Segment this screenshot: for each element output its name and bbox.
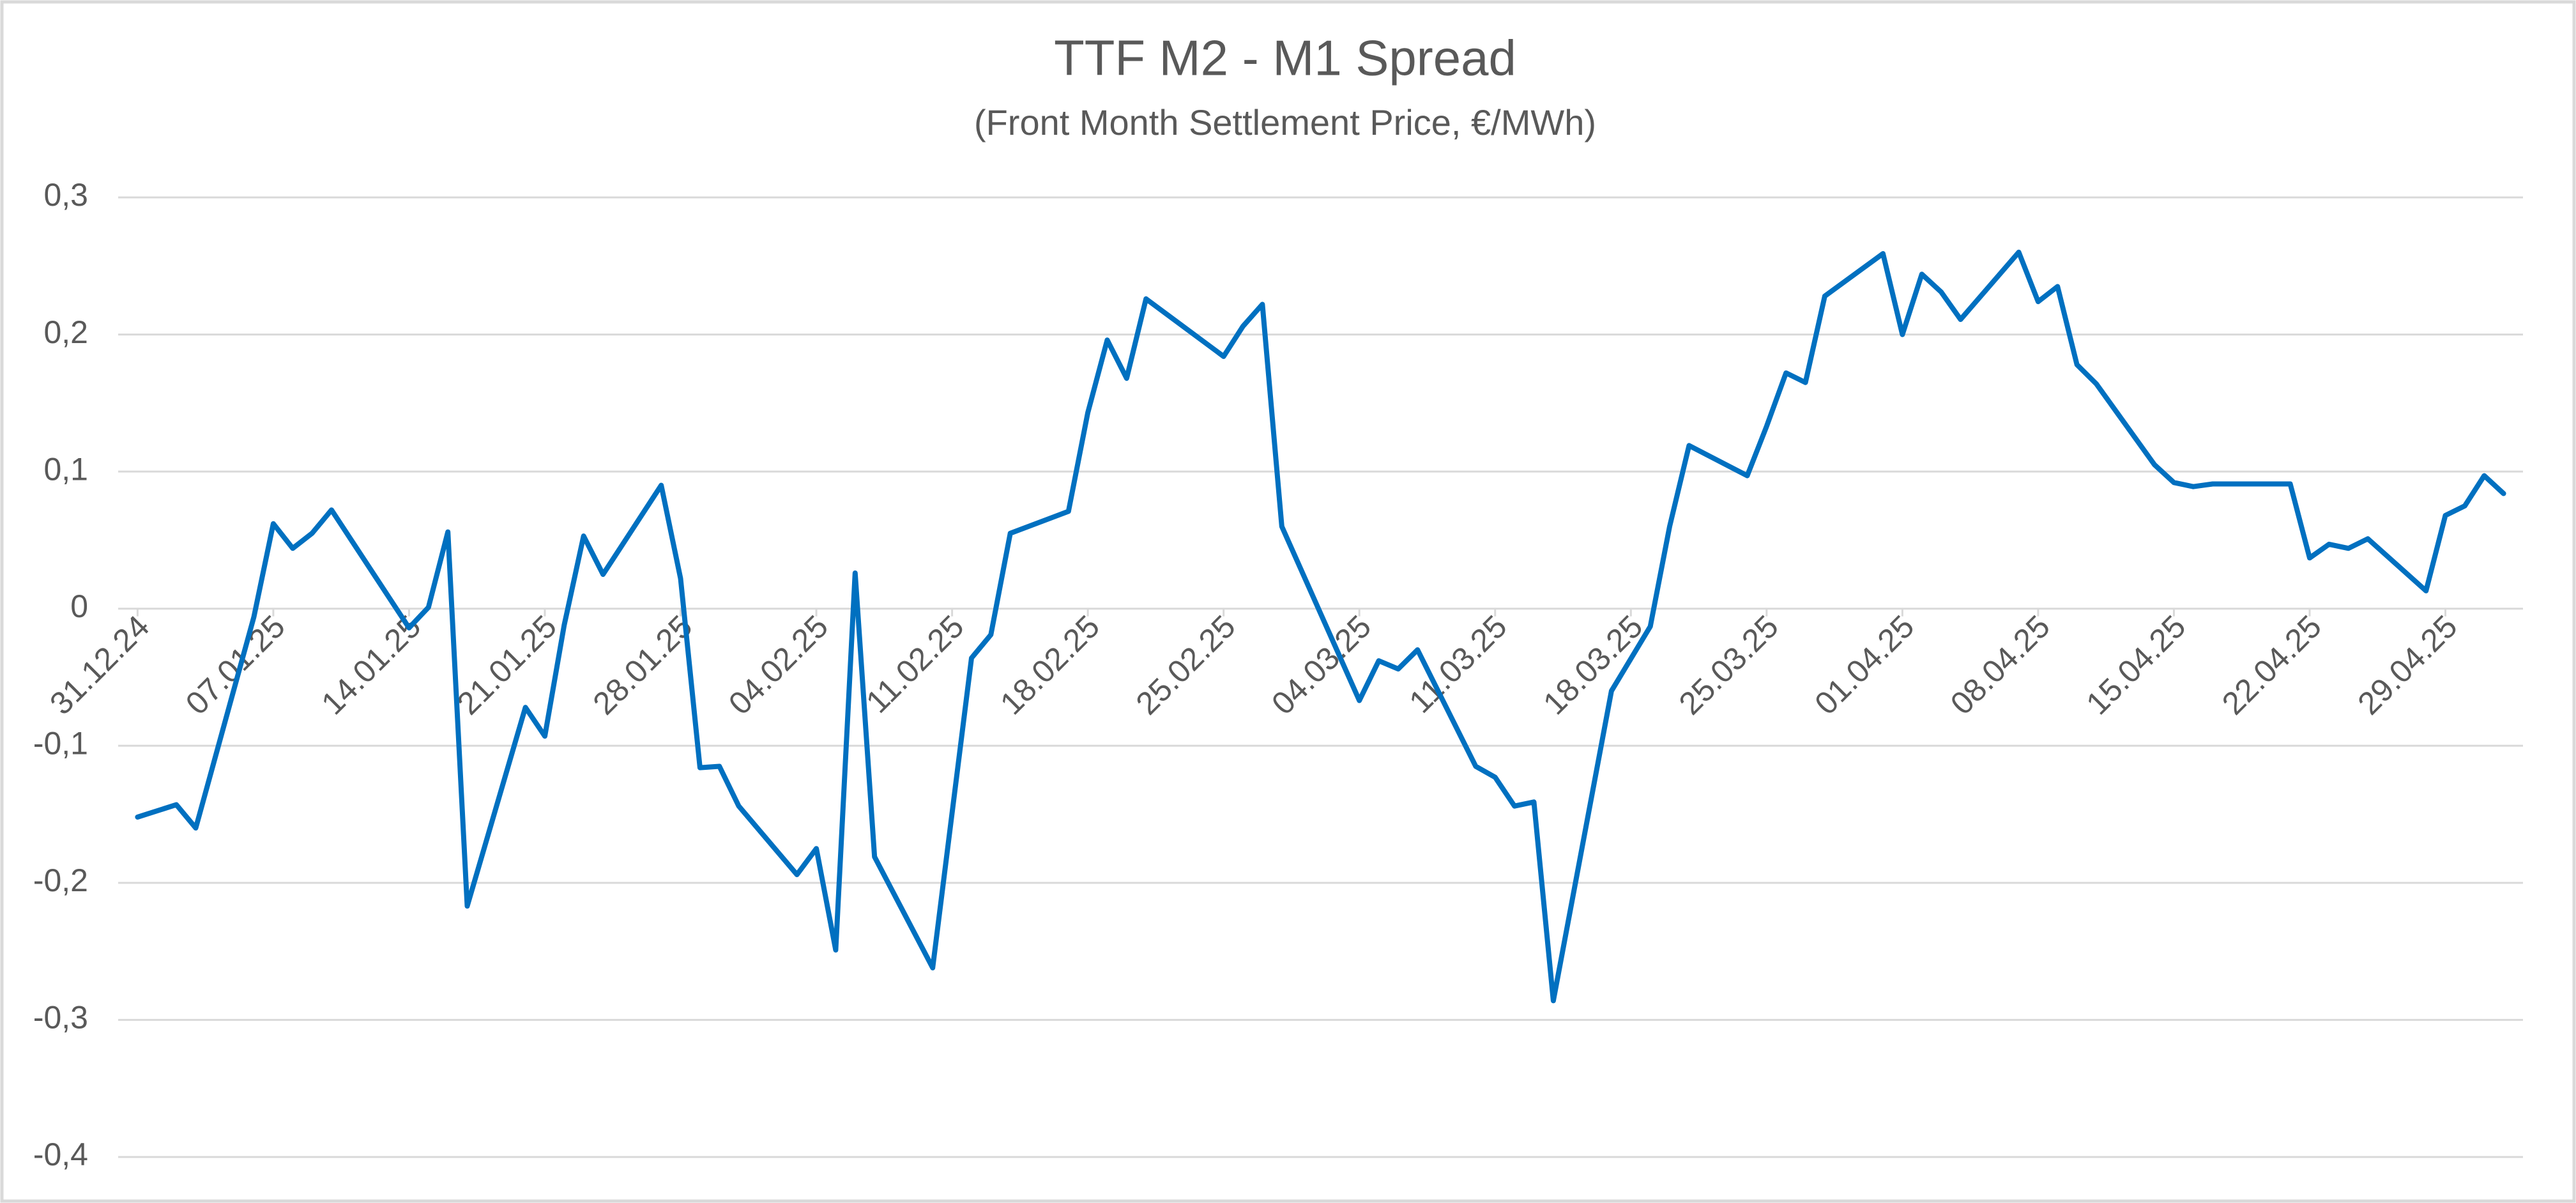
y-tick-label: -0,3 bbox=[33, 1000, 88, 1036]
y-tick-label: 0 bbox=[70, 588, 88, 624]
chart-subtitle: (Front Month Settlement Price, €/MWh) bbox=[974, 102, 1596, 142]
chart-title: TTF M2 - M1 Spread bbox=[1054, 30, 1516, 86]
y-tick-label: 0,1 bbox=[43, 451, 88, 487]
series-line bbox=[135, 249, 2506, 1004]
y-tick-label: -0,4 bbox=[33, 1137, 88, 1172]
y-tick-label: 0,3 bbox=[43, 177, 88, 213]
y-tick-label: -0,2 bbox=[33, 862, 88, 898]
y-tick-label: -0,1 bbox=[33, 725, 88, 761]
y-tick-label: 0,2 bbox=[43, 314, 88, 350]
